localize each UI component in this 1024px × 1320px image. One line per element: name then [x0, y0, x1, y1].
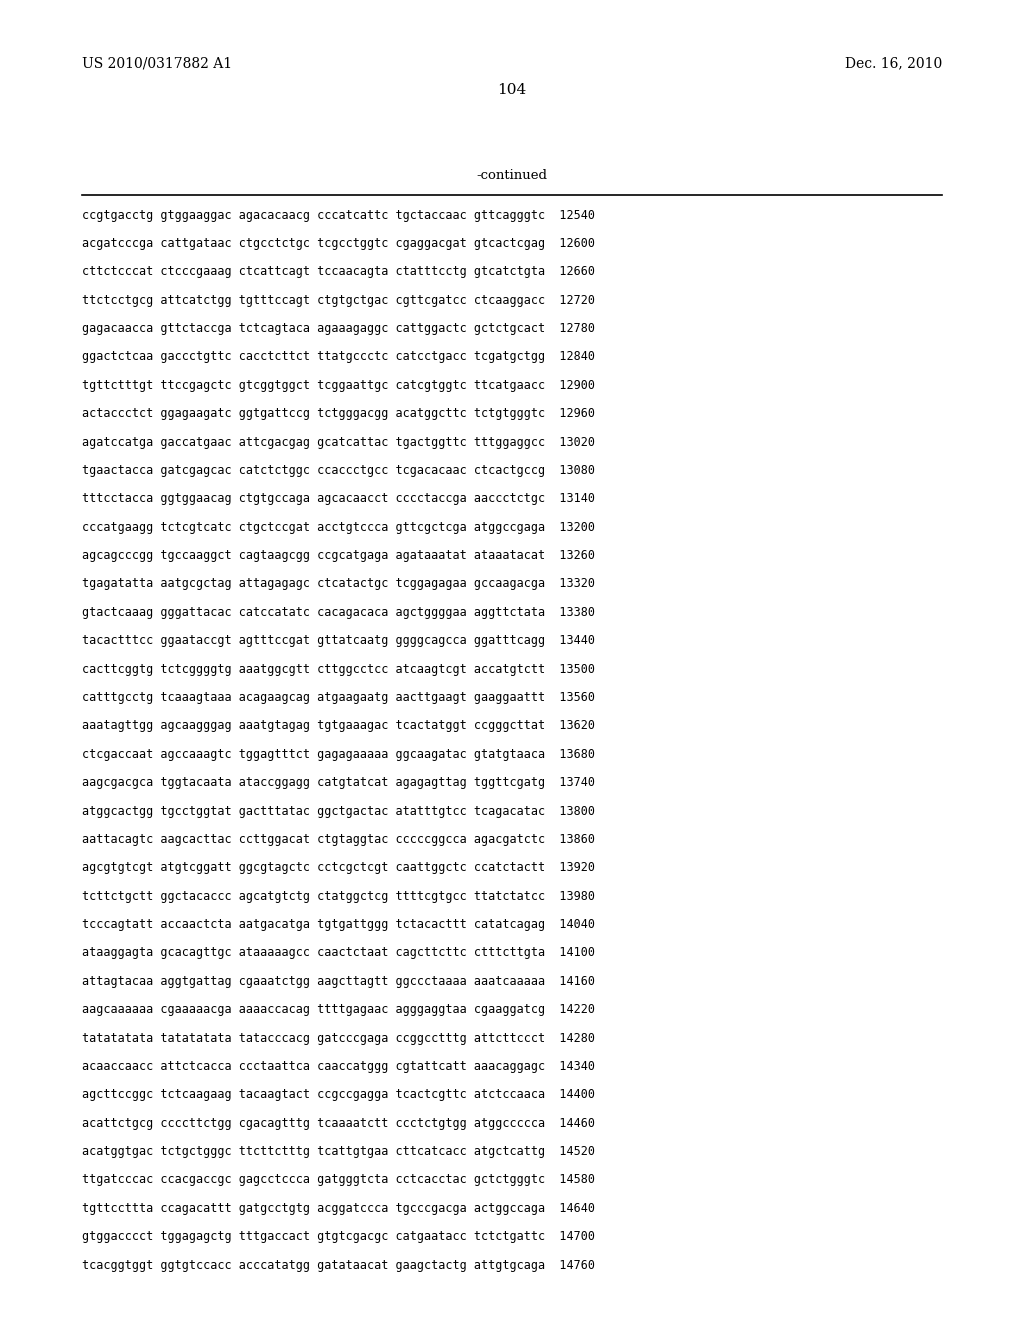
Text: agcagcccgg tgccaaggct cagtaagcgg ccgcatgaga agataaatat ataaatacat  13260: agcagcccgg tgccaaggct cagtaagcgg ccgcatg…	[82, 549, 595, 562]
Text: -continued: -continued	[476, 169, 548, 182]
Text: aagcgacgca tggtacaata ataccggagg catgtatcat agagagttag tggttcgatg  13740: aagcgacgca tggtacaata ataccggagg catgtat…	[82, 776, 595, 789]
Text: agcgtgtcgt atgtcggatt ggcgtagctc cctcgctcgt caattggctc ccatctactt  13920: agcgtgtcgt atgtcggatt ggcgtagctc cctcgct…	[82, 861, 595, 874]
Text: acattctgcg ccccttctgg cgacagtttg tcaaaatctt ccctctgtgg atggccccca  14460: acattctgcg ccccttctgg cgacagtttg tcaaaat…	[82, 1117, 595, 1130]
Text: acaaccaacc attctcacca ccctaattca caaccatggg cgtattcatt aaacaggagc  14340: acaaccaacc attctcacca ccctaattca caaccat…	[82, 1060, 595, 1073]
Text: tgagatatta aatgcgctag attagagagc ctcatactgc tcggagagaa gccaagacga  13320: tgagatatta aatgcgctag attagagagc ctcatac…	[82, 578, 595, 590]
Text: US 2010/0317882 A1: US 2010/0317882 A1	[82, 57, 232, 71]
Text: catttgcctg tcaaagtaaa acagaagcag atgaagaatg aacttgaagt gaaggaattt  13560: catttgcctg tcaaagtaaa acagaagcag atgaaga…	[82, 692, 595, 704]
Text: Dec. 16, 2010: Dec. 16, 2010	[845, 57, 942, 71]
Text: tcccagtatt accaactcta aatgacatga tgtgattggg tctacacttt catatcagag  14040: tcccagtatt accaactcta aatgacatga tgtgatt…	[82, 919, 595, 931]
Text: gtactcaaag gggattacac catccatatc cacagacaca agctggggaa aggttctata  13380: gtactcaaag gggattacac catccatatc cacagac…	[82, 606, 595, 619]
Text: agcttccggc tctcaagaag tacaagtact ccgccgagga tcactcgttc atctccaaca  14400: agcttccggc tctcaagaag tacaagtact ccgccga…	[82, 1088, 595, 1101]
Text: cttctcccat ctcccgaaag ctcattcagt tccaacagta ctatttcctg gtcatctgta  12660: cttctcccat ctcccgaaag ctcattcagt tccaaca…	[82, 265, 595, 279]
Text: tcacggtggt ggtgtccacc acccatatgg gatataacat gaagctactg attgtgcaga  14760: tcacggtggt ggtgtccacc acccatatgg gatataa…	[82, 1259, 595, 1271]
Text: aaatagttgg agcaagggag aaatgtagag tgtgaaagac tcactatggt ccgggcttat  13620: aaatagttgg agcaagggag aaatgtagag tgtgaaa…	[82, 719, 595, 733]
Text: ttgatcccac ccacgaccgc gagcctccca gatgggtcta cctcacctac gctctgggtc  14580: ttgatcccac ccacgaccgc gagcctccca gatgggt…	[82, 1173, 595, 1187]
Text: gagacaacca gttctaccga tctcagtaca agaaagaggc cattggactc gctctgcact  12780: gagacaacca gttctaccga tctcagtaca agaaaga…	[82, 322, 595, 335]
Text: gtggacccct tggagagctg tttgaccact gtgtcgacgc catgaatacc tctctgattc  14700: gtggacccct tggagagctg tttgaccact gtgtcga…	[82, 1230, 595, 1243]
Text: atggcactgg tgcctggtat gactttatac ggctgactac atatttgtcc tcagacatac  13800: atggcactgg tgcctggtat gactttatac ggctgac…	[82, 804, 595, 817]
Text: 104: 104	[498, 83, 526, 98]
Text: acgatcccga cattgataac ctgcctctgc tcgcctggtc cgaggacgat gtcactcgag  12600: acgatcccga cattgataac ctgcctctgc tcgcctg…	[82, 238, 595, 249]
Text: tatatatata tatatatata tatacccacg gatcccgaga ccggcctttg attcttccct  14280: tatatatata tatatatata tatacccacg gatcccg…	[82, 1032, 595, 1044]
Text: tgaactacca gatcgagcac catctctggc ccaccctgcc tcgacacaac ctcactgccg  13080: tgaactacca gatcgagcac catctctggc ccaccct…	[82, 465, 595, 477]
Text: tcttctgctt ggctacaccc agcatgtctg ctatggctcg ttttcgtgcc ttatctatcc  13980: tcttctgctt ggctacaccc agcatgtctg ctatggc…	[82, 890, 595, 903]
Text: tgttccttta ccagacattt gatgcctgtg acggatccca tgcccgacga actggccaga  14640: tgttccttta ccagacattt gatgcctgtg acggatc…	[82, 1201, 595, 1214]
Text: cccatgaagg tctcgtcatc ctgctccgat acctgtccca gttcgctcga atggccgaga  13200: cccatgaagg tctcgtcatc ctgctccgat acctgtc…	[82, 521, 595, 533]
Text: aattacagtc aagcacttac ccttggacat ctgtaggtac cccccggcca agacgatctc  13860: aattacagtc aagcacttac ccttggacat ctgtagg…	[82, 833, 595, 846]
Text: attagtacaa aggtgattag cgaaatctgg aagcttagtt ggccctaaaa aaatcaaaaa  14160: attagtacaa aggtgattag cgaaatctgg aagctta…	[82, 974, 595, 987]
Text: actaccctct ggagaagatc ggtgattccg tctgggacgg acatggcttc tctgtgggtc  12960: actaccctct ggagaagatc ggtgattccg tctggga…	[82, 407, 595, 420]
Text: tgttctttgt ttccgagctc gtcggtggct tcggaattgc catcgtggtc ttcatgaacc  12900: tgttctttgt ttccgagctc gtcggtggct tcggaat…	[82, 379, 595, 392]
Text: cacttcggtg tctcggggtg aaatggcgtt cttggcctcc atcaagtcgt accatgtctt  13500: cacttcggtg tctcggggtg aaatggcgtt cttggcc…	[82, 663, 595, 676]
Text: tttcctacca ggtggaacag ctgtgccaga agcacaacct cccctaccga aaccctctgc  13140: tttcctacca ggtggaacag ctgtgccaga agcacaa…	[82, 492, 595, 506]
Text: tacactttcc ggaataccgt agtttccgat gttatcaatg ggggcagcca ggatttcagg  13440: tacactttcc ggaataccgt agtttccgat gttatca…	[82, 634, 595, 647]
Text: ttctcctgcg attcatctgg tgtttccagt ctgtgctgac cgttcgatcc ctcaaggacc  12720: ttctcctgcg attcatctgg tgtttccagt ctgtgct…	[82, 294, 595, 306]
Text: ctcgaccaat agccaaagtc tggagtttct gagagaaaaa ggcaagatac gtatgtaaca  13680: ctcgaccaat agccaaagtc tggagtttct gagagaa…	[82, 747, 595, 760]
Text: ataaggagta gcacagttgc ataaaaagcc caactctaat cagcttcttc ctttcttgta  14100: ataaggagta gcacagttgc ataaaaagcc caactct…	[82, 946, 595, 960]
Text: ccgtgacctg gtggaaggac agacacaacg cccatcattc tgctaccaac gttcagggtc  12540: ccgtgacctg gtggaaggac agacacaacg cccatca…	[82, 209, 595, 222]
Text: aagcaaaaaa cgaaaaacga aaaaccacag ttttgagaac agggaggtaa cgaaggatcg  14220: aagcaaaaaa cgaaaaacga aaaaccacag ttttgag…	[82, 1003, 595, 1016]
Text: acatggtgac tctgctgggc ttcttctttg tcattgtgaa cttcatcacc atgctcattg  14520: acatggtgac tctgctgggc ttcttctttg tcattgt…	[82, 1144, 595, 1158]
Text: ggactctcaa gaccctgttc cacctcttct ttatgccctc catcctgacc tcgatgctgg  12840: ggactctcaa gaccctgttc cacctcttct ttatgcc…	[82, 351, 595, 363]
Text: agatccatga gaccatgaac attcgacgag gcatcattac tgactggttc tttggaggcc  13020: agatccatga gaccatgaac attcgacgag gcatcat…	[82, 436, 595, 449]
